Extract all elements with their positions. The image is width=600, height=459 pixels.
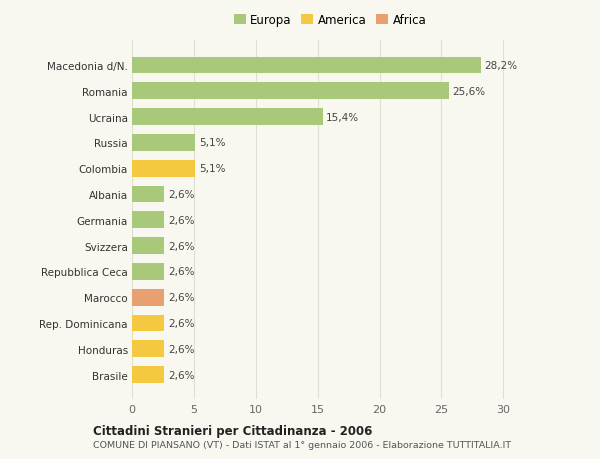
Text: Cittadini Stranieri per Cittadinanza - 2006: Cittadini Stranieri per Cittadinanza - 2… xyxy=(93,424,373,437)
Text: 25,6%: 25,6% xyxy=(452,87,485,97)
Text: 2,6%: 2,6% xyxy=(168,344,194,354)
Bar xyxy=(132,57,481,74)
Text: 2,6%: 2,6% xyxy=(168,267,194,277)
Text: 28,2%: 28,2% xyxy=(485,61,518,71)
Bar xyxy=(132,263,164,280)
Text: COMUNE DI PIANSANO (VT) - Dati ISTAT al 1° gennaio 2006 - Elaborazione TUTTITALI: COMUNE DI PIANSANO (VT) - Dati ISTAT al … xyxy=(93,441,511,449)
Text: 5,1%: 5,1% xyxy=(199,164,226,174)
Bar xyxy=(132,135,195,151)
Bar xyxy=(132,315,164,331)
Text: 15,4%: 15,4% xyxy=(326,112,359,123)
Bar xyxy=(132,186,164,203)
Text: 5,1%: 5,1% xyxy=(199,138,226,148)
Bar xyxy=(132,289,164,306)
Text: 2,6%: 2,6% xyxy=(168,369,194,380)
Bar xyxy=(132,238,164,254)
Text: 2,6%: 2,6% xyxy=(168,241,194,251)
Text: 2,6%: 2,6% xyxy=(168,190,194,200)
Bar xyxy=(132,161,195,177)
Bar xyxy=(132,366,164,383)
Bar xyxy=(132,84,449,100)
Bar xyxy=(132,212,164,229)
Bar xyxy=(132,341,164,357)
Text: 2,6%: 2,6% xyxy=(168,292,194,302)
Text: 2,6%: 2,6% xyxy=(168,215,194,225)
Bar xyxy=(132,109,323,126)
Legend: Europa, America, Africa: Europa, America, Africa xyxy=(232,11,428,29)
Text: 2,6%: 2,6% xyxy=(168,318,194,328)
